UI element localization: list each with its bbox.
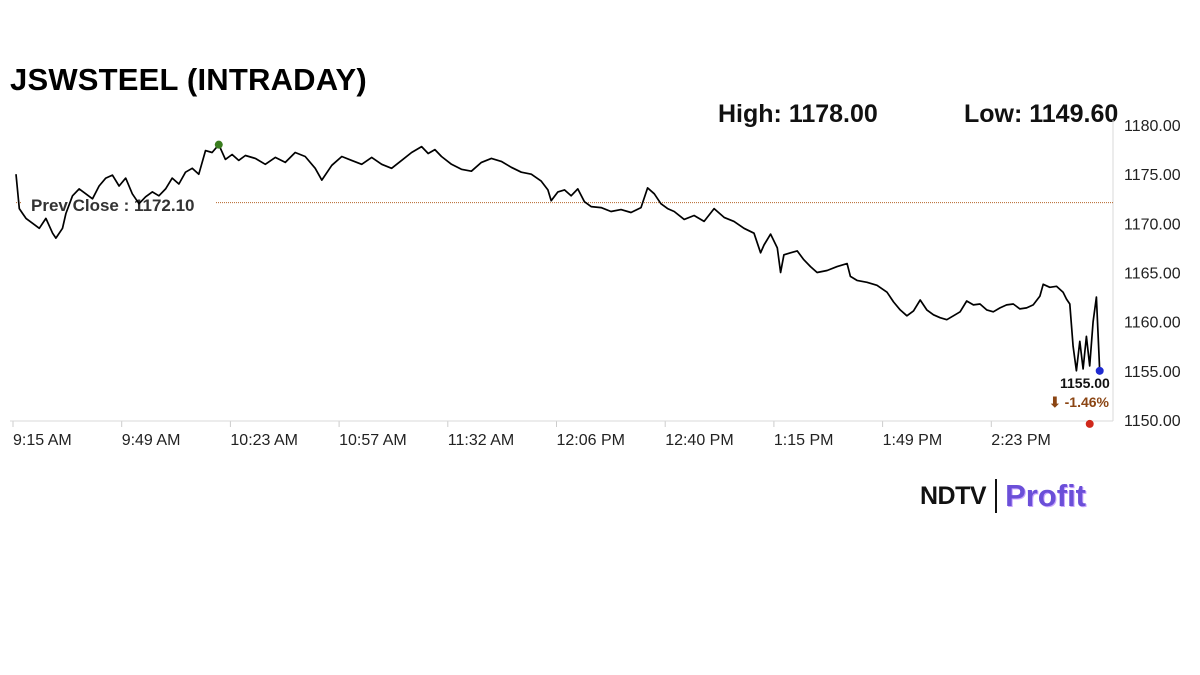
y-tick-label: 1160.00 bbox=[1124, 315, 1181, 332]
day-low-stat: Low: 1149.60 bbox=[964, 100, 1119, 128]
logo-profit-text: Profit bbox=[1005, 478, 1086, 513]
x-tick-label: 12:06 PM bbox=[557, 432, 625, 449]
y-tick-label: 1150.00 bbox=[1124, 413, 1181, 430]
y-tick-label: 1175.00 bbox=[1124, 167, 1181, 184]
price-series-line bbox=[15, 143, 1101, 372]
high-marker bbox=[214, 140, 223, 149]
x-tick-label: 1:15 PM bbox=[774, 432, 834, 449]
y-axis-ticks: 1180.00 1175.00 1170.00 1165.00 1160.00 1155.… bbox=[1124, 118, 1181, 430]
last-price-marker bbox=[1095, 366, 1104, 375]
x-tick-label: 1:49 PM bbox=[883, 432, 943, 449]
y-tick-label: 1170.00 bbox=[1124, 216, 1181, 233]
prev-close-label: Prev Close : 1172.10 bbox=[31, 196, 195, 215]
chart-title: JSWSTEEL (INTRADAY) bbox=[10, 62, 367, 97]
y-tick-label: 1180.00 bbox=[1124, 118, 1181, 135]
x-tick-label: 12:40 PM bbox=[665, 432, 733, 449]
x-tick-label: 10:23 AM bbox=[230, 432, 298, 449]
logo-ndtv-text: NDTV bbox=[920, 481, 987, 510]
x-tick-label: 2:23 PM bbox=[991, 432, 1051, 449]
x-axis-ticks: 9:15 AM 9:49 AM 10:23 AM 10:57 AM 11:32 AM 12… bbox=[12, 421, 1051, 449]
x-tick-label: 10:57 AM bbox=[339, 432, 407, 449]
ndtv-profit-logo: NDTV Profit bbox=[920, 478, 1086, 514]
x-tick-label: 9:49 AM bbox=[122, 432, 181, 449]
day-high-stat: High: 1178.00 bbox=[718, 100, 878, 128]
logo-divider bbox=[995, 479, 998, 513]
y-tick-label: 1165.00 bbox=[1124, 266, 1181, 283]
x-tick-label: 9:15 AM bbox=[13, 432, 72, 449]
x-tick-label: 11:32 AM bbox=[448, 432, 514, 449]
low-marker bbox=[1085, 419, 1094, 428]
prev-close-label-bg bbox=[22, 193, 216, 217]
change-percent-label: ⬇ -1.46% bbox=[1049, 394, 1110, 410]
y-tick-label: 1155.00 bbox=[1124, 364, 1181, 381]
last-price-label: 1155.00 bbox=[1060, 375, 1110, 391]
